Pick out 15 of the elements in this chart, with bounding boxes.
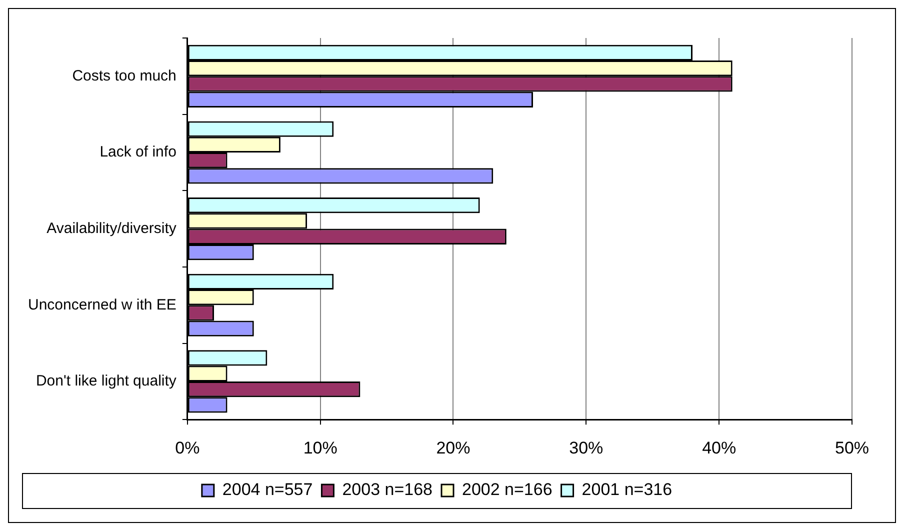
legend-label: 2001 n=316 [582, 480, 672, 500]
x-tick-label: 40% [702, 438, 736, 458]
y-tick-label: Unconcerned w ith EE [28, 296, 176, 314]
y-tick-label: Costs too much [72, 67, 176, 84]
y-tick-label: Don't like light quality [36, 372, 177, 390]
y-tick-label: Lack of info [100, 144, 176, 161]
x-tick-label: 50% [834, 438, 870, 458]
x-tick-label: 10% [303, 438, 338, 458]
y-tick-label: Availability/diversity [46, 220, 177, 237]
x-tick-label: 30% [569, 438, 604, 458]
legend-label: 2004 n=557 [222, 480, 313, 500]
x-tick-label: 0% [175, 438, 200, 458]
legend-label: 2002 n=166 [462, 480, 552, 500]
x-tick-label: 20% [436, 438, 470, 458]
legend-label: 2003 n=168 [342, 480, 433, 500]
